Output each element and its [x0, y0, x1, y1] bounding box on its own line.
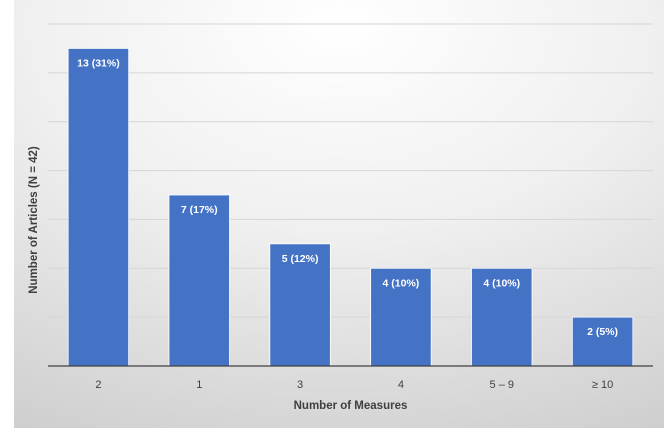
- bar: [168, 194, 230, 367]
- bar: [571, 316, 634, 367]
- x-tick-labels: 2 1 3 4 5 – 9 ≥ 10: [95, 379, 613, 391]
- data-labels: 13 (31%) 7 (17%) 5 (12%) 4 (10%) 4 (10%) 2 (5…: [77, 57, 618, 338]
- bar: [67, 48, 130, 367]
- x-tick-label: 2: [95, 379, 101, 391]
- x-tick-label: 3: [297, 379, 303, 391]
- bar: [370, 267, 432, 367]
- x-tick-label: 5 – 9: [490, 379, 514, 391]
- x-tick-label: ≥ 10: [592, 379, 613, 391]
- x-tick-label: 1: [196, 379, 202, 391]
- data-label: 7 (17%): [181, 204, 218, 216]
- data-label: 13 (31%): [77, 57, 120, 69]
- data-label: 4 (10%): [383, 277, 420, 289]
- data-label: 5 (12%): [282, 253, 319, 265]
- y-axis-title: Number of Articles (N = 42): [28, 146, 40, 294]
- bar: [471, 267, 533, 367]
- x-tick-label: 4: [398, 379, 404, 391]
- gridlines: [48, 23, 653, 318]
- x-axis-title: Number of Measures: [294, 400, 408, 412]
- data-label: 4 (10%): [483, 277, 520, 289]
- data-label: 2 (5%): [587, 326, 618, 338]
